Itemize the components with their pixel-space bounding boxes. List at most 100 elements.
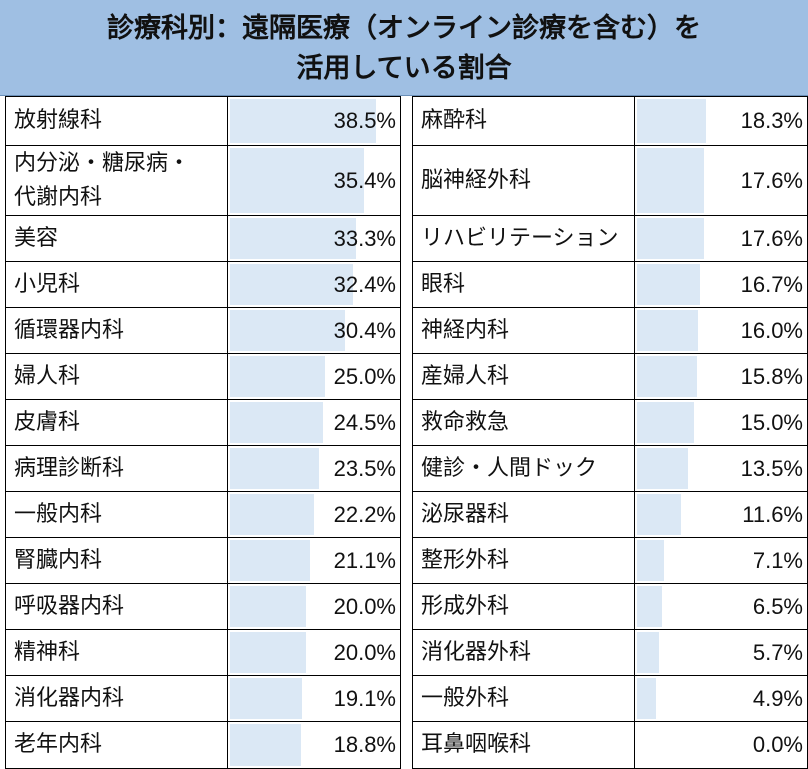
category-cell: リハビリテーション (413, 216, 635, 261)
category-label: 神経内科 (421, 317, 510, 343)
category-cell: 泌尿器科 (413, 492, 635, 537)
value-cell: 38.5% (228, 97, 400, 145)
data-bar (230, 218, 357, 259)
category-cell: 健診・人間ドック (413, 446, 635, 491)
data-label: 17.6% (740, 167, 803, 193)
value-cell: 23.5% (228, 446, 400, 491)
data-bar (637, 310, 698, 351)
data-bar (637, 264, 701, 305)
category-cell: 呼吸器内科 (6, 584, 228, 629)
data-label: 35.4% (333, 167, 396, 193)
table-row: 産婦人科 15.8% (412, 353, 808, 400)
category-cell: 一般外科 (413, 676, 635, 721)
data-bar (230, 678, 303, 719)
category-label: 耳鼻咽喉科 (421, 732, 532, 757)
data-label: 6.5% (752, 593, 803, 619)
data-label: 11.6% (742, 501, 803, 527)
value-cell: 11.6% (635, 492, 807, 537)
category-label: 放射線科 (14, 108, 103, 133)
table-row: 内分泌・糖尿病・ 代謝内科 35.4% (5, 145, 401, 216)
category-label: 健診・人間ドック (421, 455, 598, 481)
table-row: 神経内科 16.0% (412, 307, 808, 354)
category-label: 腎臓内科 (14, 547, 103, 573)
value-cell: 4.9% (635, 676, 807, 721)
category-cell: 一般内科 (6, 492, 228, 537)
data-label: 30.4% (333, 317, 396, 343)
value-cell: 0.0% (635, 722, 807, 768)
data-label: 16.7% (740, 271, 803, 297)
value-cell: 22.2% (228, 492, 400, 537)
value-cell: 13.5% (635, 446, 807, 491)
data-label: 21.1% (333, 547, 396, 573)
category-label: 一般内科 (14, 501, 103, 527)
value-cell: 5.7% (635, 630, 807, 675)
data-label: 15.8% (740, 363, 803, 389)
category-label: 一般外科 (421, 685, 510, 711)
data-label: 7.1% (752, 547, 803, 573)
data-bar (637, 448, 689, 489)
data-label: 32.4% (333, 271, 396, 297)
data-bar (230, 494, 315, 535)
data-label: 4.9% (752, 685, 803, 711)
table-row: 循環器内科 30.4% (5, 307, 401, 354)
table-row: 消化器外科 5.7% (412, 629, 808, 676)
category-label: 泌尿器科 (421, 501, 510, 527)
value-cell: 24.5% (228, 400, 400, 445)
data-label: 16.0% (740, 317, 803, 343)
value-cell: 7.1% (635, 538, 807, 583)
category-cell: 循環器内科 (6, 308, 228, 353)
value-cell: 16.0% (635, 308, 807, 353)
category-label: 消化器内科 (14, 685, 125, 711)
table-row: 老年内科 18.8% (5, 721, 401, 769)
table-row: 一般外科 4.9% (412, 675, 808, 722)
table-row: 病理診断科 23.5% (5, 445, 401, 492)
category-cell: 眼科 (413, 262, 635, 307)
table-row: 皮膚科 24.5% (5, 399, 401, 446)
data-label: 22.2% (333, 501, 396, 527)
category-cell: 形成外科 (413, 584, 635, 629)
data-label: 20.0% (333, 593, 396, 619)
data-label: 13.5% (740, 455, 803, 481)
data-bar (637, 148, 704, 213)
category-cell: 産婦人科 (413, 354, 635, 399)
category-label: 形成外科 (421, 593, 510, 619)
data-bar (637, 540, 664, 581)
data-bar (637, 402, 694, 443)
data-bar (230, 448, 320, 489)
category-cell: 麻酔科 (413, 97, 635, 145)
category-cell: 美容 (6, 216, 228, 261)
category-label: 精神科 (14, 639, 81, 665)
category-label: 婦人科 (14, 363, 81, 389)
category-label: 救命救急 (421, 409, 510, 435)
data-label: 18.3% (740, 108, 803, 133)
table-row: 脳神経外科 17.6% (412, 145, 808, 216)
table-row: 一般内科 22.2% (5, 491, 401, 538)
value-cell: 19.1% (228, 676, 400, 721)
category-label: 皮膚科 (14, 409, 81, 435)
data-bar (637, 494, 681, 535)
category-cell: 神経内科 (413, 308, 635, 353)
value-cell: 35.4% (228, 146, 400, 215)
data-label: 24.5% (333, 409, 396, 435)
category-label: 美容 (14, 225, 59, 251)
data-bar (637, 356, 697, 397)
value-cell: 15.8% (635, 354, 807, 399)
category-cell: 皮膚科 (6, 400, 228, 445)
value-cell: 32.4% (228, 262, 400, 307)
category-cell: 耳鼻咽喉科 (413, 722, 635, 768)
data-bar (230, 356, 325, 397)
category-cell: 老年内科 (6, 722, 228, 768)
category-label: 内分泌・糖尿病・ 代謝内科 (14, 150, 191, 210)
category-label: 産婦人科 (421, 363, 510, 389)
category-label: 麻酔科 (421, 108, 488, 133)
table-row: 婦人科 25.0% (5, 353, 401, 400)
value-cell: 17.6% (635, 216, 807, 261)
category-label: 眼科 (421, 271, 466, 297)
value-cell: 6.5% (635, 584, 807, 629)
data-bar (230, 586, 306, 627)
table-row: 整形外科 7.1% (412, 537, 808, 584)
value-cell: 33.3% (228, 216, 400, 261)
table-row: 救命救急 15.0% (412, 399, 808, 446)
category-cell: 救命救急 (413, 400, 635, 445)
category-label: 消化器外科 (421, 639, 532, 665)
